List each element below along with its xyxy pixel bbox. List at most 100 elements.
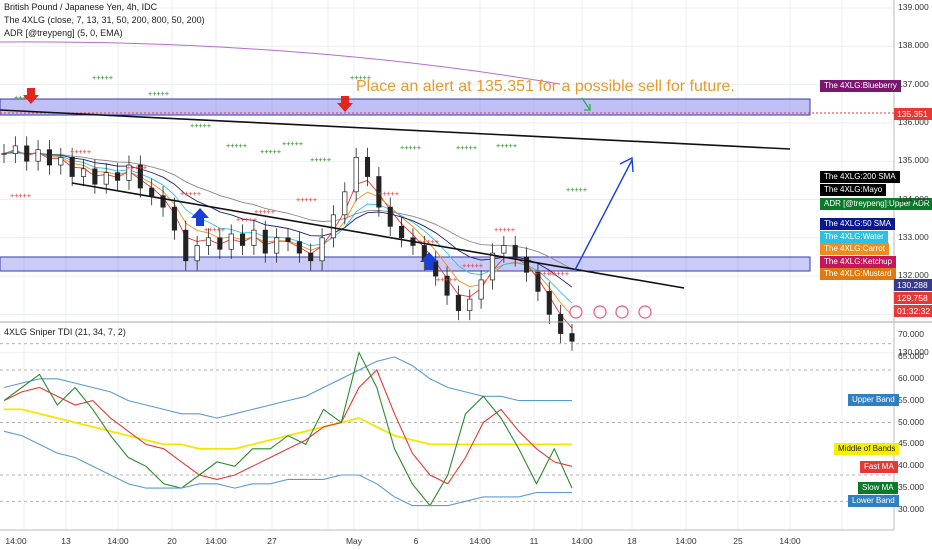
candle-body — [524, 256, 530, 273]
candle-body — [115, 172, 121, 181]
time-tick-label: 11 — [529, 536, 539, 546]
calendar-events-icon[interactable] — [569, 305, 652, 319]
indicator-4xlg-label[interactable]: The 4XLG (close, 7, 13, 31, 50, 200, 800… — [4, 15, 205, 25]
tdi-lower-band-line — [3, 430, 572, 507]
candle-body — [512, 245, 518, 258]
ma-line — [3, 152, 573, 270]
time-tick-label: 13 — [61, 536, 71, 546]
candle-body — [444, 275, 450, 296]
ma-line — [3, 151, 573, 304]
candle-body — [217, 237, 223, 250]
price-tick-label: 139.000 — [898, 2, 929, 12]
tdi-fast-ma-line — [3, 369, 573, 485]
time-tick-label: 14:00 — [779, 536, 801, 546]
tdi-series — [3, 350, 573, 507]
tdi-legend-tag: Upper Band — [848, 394, 899, 406]
tdi-tick-label: 45.000 — [898, 438, 924, 449]
candle-body — [467, 298, 473, 311]
price-tick-label: 133.000 — [898, 231, 929, 242]
time-tick-label: 20 — [167, 536, 177, 546]
resistance-trendline[interactable] — [0, 109, 791, 150]
adr-marker: +++++ — [260, 148, 281, 156]
projection-arrow[interactable] — [574, 159, 633, 271]
adr-marker: +++++ — [70, 148, 91, 156]
price-tick-label: 137.000 — [898, 78, 929, 89]
adr-marker: +++++ — [10, 192, 31, 200]
sell-arrow-icon — [337, 96, 353, 112]
candle-body — [24, 145, 30, 162]
adr-marker: +++++ — [14, 94, 35, 102]
adr-marker: +++++ — [254, 208, 275, 216]
price-tag[interactable]: The 4XLG:Blueberry — [820, 80, 901, 92]
candle-body — [171, 206, 177, 231]
candle-body — [353, 157, 359, 193]
candle-body — [489, 252, 496, 281]
resistance-zone — [0, 98, 811, 116]
price-tag[interactable]: The 4XLG:Water — [820, 231, 888, 243]
candle-body — [1, 153, 7, 155]
price-tick-label: 132.000 — [898, 270, 929, 281]
adr-marker: +++++ — [296, 196, 317, 204]
candle-body — [535, 271, 541, 292]
tdi-tick-label: 35.000 — [898, 482, 924, 493]
candle-body — [80, 168, 87, 177]
price-tick-label: 134.000 — [898, 193, 929, 204]
tdi-tick-label: 60.000 — [898, 372, 924, 383]
adr-marker: +++++ — [566, 186, 587, 194]
price-tag[interactable]: The 4XLG:Mayo — [820, 184, 887, 196]
adr-marker: +++++ — [350, 74, 371, 82]
time-tick-label: 14:00 — [571, 536, 593, 546]
price-tag[interactable]: ADR [@treypeng]:Upper ADR — [820, 198, 932, 210]
candle-body — [376, 176, 382, 208]
support-zone — [0, 256, 811, 272]
adr-marker: +++++ — [378, 190, 399, 198]
price-axis-highlight: 130.288 — [894, 279, 932, 291]
adr-marker: +++++ — [418, 238, 439, 246]
candle-body — [558, 314, 564, 334]
indicator-adr-label[interactable]: ADR [@treypeng] (5, 0, EMA) — [4, 28, 123, 38]
candle-body — [262, 229, 268, 254]
candle-body — [501, 245, 507, 254]
candle-body — [137, 164, 143, 189]
tdi-upper-band-line — [3, 356, 572, 419]
adr-marker: +++++ — [204, 226, 225, 234]
tdi-legend-tag: Middle of Bands — [834, 443, 900, 455]
tdi-tick-label: 50.000 — [898, 416, 924, 427]
adr-marker: +++++ — [190, 122, 211, 130]
alert-annotation[interactable]: Place an alert at 135.351 for a possible… — [356, 78, 735, 95]
candle-body — [285, 237, 291, 242]
adr-marker: +++++ — [226, 142, 247, 150]
candle-body — [69, 157, 75, 177]
price-tick-label: 138.000 — [898, 40, 929, 51]
candle-body — [274, 237, 280, 254]
adr-marker: +++++ — [180, 190, 201, 198]
candle-body — [364, 157, 371, 177]
price-tag[interactable]: The 4XLG:200 SMA — [820, 171, 900, 183]
price-axis-highlight: 135.351 — [894, 108, 932, 120]
adr-plus-markers: +++++ +++++ +++++ +++++ +++++ +++++ +++++ +++++… — [10, 74, 587, 284]
grid-lines — [0, 0, 894, 530]
price-axis-highlight: 129.758 — [894, 292, 932, 304]
tdi-legend-tag: Lower Band — [848, 495, 899, 507]
buy-arrow-icon — [420, 252, 438, 270]
tdi-grid — [0, 343, 894, 502]
support-trendline[interactable] — [71, 182, 685, 289]
price-tag[interactable]: The 4XLG:50 SMA — [820, 218, 896, 230]
tdi-middle-of-bands-line — [4, 408, 572, 450]
ma-800-line — [0, 41, 561, 85]
tdi-slow-ma-line — [3, 350, 573, 507]
price-tag[interactable]: The 4XLG:Carrot — [820, 243, 889, 255]
candle-body — [205, 237, 212, 246]
price-tag[interactable]: The 4XLG:Mustard — [820, 268, 896, 280]
adr-marker: +++++ — [400, 144, 421, 152]
sell-arrow-icon — [23, 88, 39, 104]
tdi-tick-label: 30.000 — [898, 504, 924, 514]
adr-marker: +++++ — [534, 270, 555, 278]
candle-body — [478, 279, 484, 300]
time-tick-label: 14:00 — [5, 536, 27, 546]
adr-marker: +++++ — [126, 164, 147, 172]
tdi-indicator-label[interactable]: 4XLG Sniper TDI (21, 34, 7, 2) — [4, 327, 126, 337]
candle-body — [103, 172, 109, 185]
price-tag[interactable]: The 4XLG:Ketchup — [820, 256, 897, 268]
